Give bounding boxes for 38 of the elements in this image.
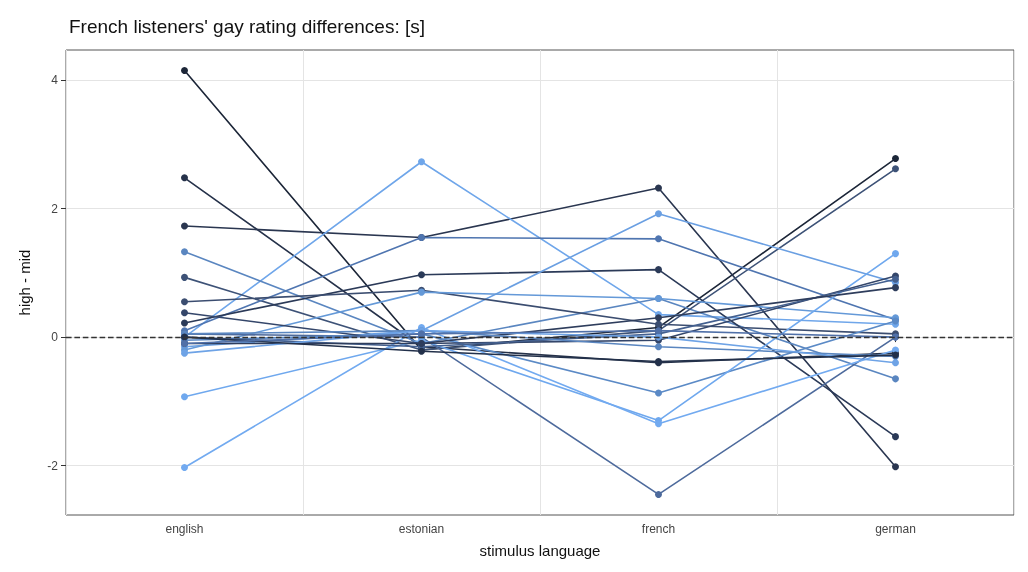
y-tick-label: 4 [51, 73, 59, 88]
point [892, 284, 899, 292]
point [181, 174, 188, 182]
point [892, 433, 899, 441]
point [892, 359, 899, 367]
point [181, 273, 188, 281]
point [181, 248, 188, 256]
point [892, 165, 899, 173]
x-tick-label: estonian [398, 522, 445, 536]
point [655, 266, 662, 274]
x-tick-label: english [165, 522, 204, 536]
point [655, 235, 662, 243]
x-tick-label: german [875, 522, 916, 536]
point [181, 463, 188, 471]
point [181, 222, 188, 230]
chart-title: French listeners' gay rating differences: [s] [69, 16, 425, 37]
point [655, 343, 662, 351]
point [892, 463, 899, 471]
x-axis-title: stimulus language [479, 542, 601, 559]
y-tick-label: 0 [51, 330, 59, 345]
point [418, 271, 425, 279]
point [181, 319, 188, 327]
y-tick-label: 2 [51, 201, 59, 216]
y-axis-title: high - mid [16, 249, 33, 316]
point [655, 490, 662, 498]
point [892, 155, 899, 163]
y-tick-label: -2 [47, 458, 59, 473]
point [181, 393, 188, 401]
point [655, 210, 662, 218]
point [655, 389, 662, 397]
point [892, 375, 899, 383]
point [181, 67, 188, 75]
point [892, 250, 899, 258]
point [181, 298, 188, 306]
point [418, 158, 425, 166]
x-tick-label: french [641, 522, 676, 536]
point [181, 309, 188, 317]
point [655, 184, 662, 192]
